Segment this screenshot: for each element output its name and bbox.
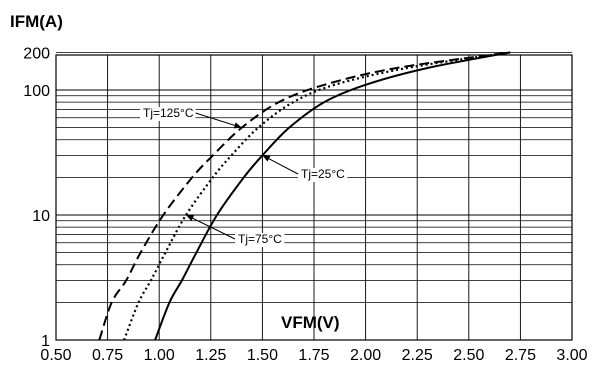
annotations: Tj=125°C Tj=25°C Tj=75°C bbox=[140, 106, 348, 247]
annotation-label-tj-75-c: Tj=75°C bbox=[238, 232, 282, 246]
annotation-leader-tj-125-c bbox=[195, 112, 242, 129]
x-tick-label: 3.00 bbox=[556, 347, 587, 364]
x-tick-label: 2.00 bbox=[350, 347, 381, 364]
x-tick-label: 0.75 bbox=[92, 347, 123, 364]
annotation-leader-tj-75-c bbox=[185, 214, 236, 240]
series-line-tj-75-c bbox=[123, 51, 511, 341]
annotation-arrowhead-tj-75-c bbox=[186, 215, 195, 222]
x-tick-label: 1.75 bbox=[298, 347, 329, 364]
grid bbox=[55, 52, 573, 341]
y-tick-label: 100 bbox=[23, 83, 50, 100]
x-tick-label: 1.25 bbox=[195, 347, 226, 364]
x-tick-label: 1.00 bbox=[144, 347, 175, 364]
x-tick-label: 0.50 bbox=[40, 347, 71, 364]
x-tick-label: 1.50 bbox=[247, 347, 278, 364]
y-axis-label: IFM(A) bbox=[10, 12, 63, 31]
x-tick-label: 2.50 bbox=[453, 347, 484, 364]
annotation-arrowhead-tj-125-c bbox=[233, 122, 242, 129]
annotation-label-tj-25-c: Tj=25°C bbox=[301, 167, 345, 181]
annotation-box-tj-75-c bbox=[235, 233, 285, 247]
y-tick-label: 200 bbox=[23, 45, 50, 62]
curves bbox=[98, 51, 511, 341]
annotation-box-tj-125-c bbox=[140, 107, 196, 121]
annotation-label-tj-125-c: Tj=125°C bbox=[143, 106, 194, 120]
annotation-box-tj-25-c bbox=[298, 168, 348, 182]
x-axis-label: VFM(V) bbox=[281, 313, 340, 332]
y-tick-label: 10 bbox=[32, 208, 50, 225]
tick-labels: 0.50 0.75 1.00 1.25 1.50 1.75 2.00 2.25 2.50 2.75… bbox=[23, 45, 587, 364]
x-tick-label: 2.25 bbox=[402, 347, 433, 364]
series-line-tj-125-c bbox=[98, 51, 511, 341]
series-line-tj-25-c bbox=[154, 51, 511, 341]
annotation-arrowhead-tj-25-c bbox=[262, 155, 271, 162]
x-tick-label: 2.75 bbox=[505, 347, 536, 364]
plot-frame bbox=[55, 54, 573, 341]
y-tick-label: 1 bbox=[41, 333, 50, 350]
